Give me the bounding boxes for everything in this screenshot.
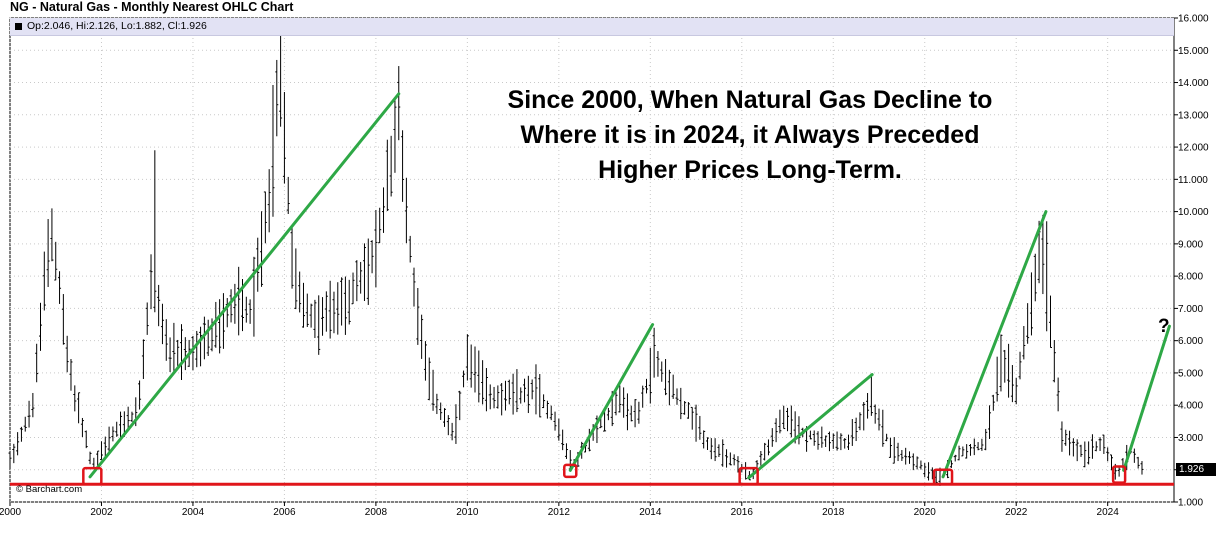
x-tick-label: 2004	[182, 507, 205, 518]
low-marker-box	[563, 463, 578, 479]
y-tick-label: 13.000	[1178, 110, 1209, 121]
y-axis: 1.0002.0003.0004.0005.0006.0007.0008.000…	[1174, 14, 1209, 509]
trend-lines	[88, 92, 1171, 480]
x-tick-label: 2002	[90, 507, 113, 518]
x-tick-label: 2016	[731, 507, 754, 518]
annotation-line-3: Higher Prices Long-Term.	[598, 156, 902, 184]
x-tick-label: 2018	[822, 507, 845, 518]
low-markers	[82, 463, 1127, 486]
y-tick-label: 9.000	[1178, 239, 1203, 250]
y-tick-label: 7.000	[1178, 304, 1203, 315]
y-tick-label: 10.000	[1178, 207, 1209, 218]
trend-line	[747, 373, 874, 480]
x-tick-label: 2020	[914, 507, 937, 518]
trend-line	[1122, 324, 1171, 472]
low-marker-box	[1111, 465, 1127, 484]
x-tick-label: 2008	[365, 507, 388, 518]
ohlc-readout: Op:2.046, Hi:2.126, Lo:1.882, Cl:1.926	[27, 20, 207, 32]
annotation-line-1: Since 2000, When Natural Gas Decline to	[507, 86, 993, 114]
ohlc-readout-bar: Op:2.046, Hi:2.126, Lo:1.882, Cl:1.926	[10, 18, 1174, 36]
y-tick-label: 5.000	[1178, 368, 1203, 379]
y-tick-label: 8.000	[1178, 272, 1203, 283]
trend-line	[568, 323, 655, 472]
trend-line	[941, 210, 1048, 479]
chart-annotation: Since 2000, When Natural Gas Decline to …	[420, 83, 1080, 188]
y-tick-label: 4.000	[1178, 401, 1203, 412]
annotation-line-2: Where it is in 2024, it Always Preceded	[520, 121, 980, 149]
y-tick-label: 11.000	[1178, 175, 1208, 186]
copyright: © Barchart.com	[16, 484, 83, 495]
y-tick-label: 3.000	[1178, 433, 1203, 444]
x-tick-label: 2024	[1097, 507, 1120, 518]
series-swatch	[15, 23, 22, 30]
y-tick-label: 14.000	[1178, 78, 1209, 89]
y-tick-label: 12.000	[1178, 143, 1209, 154]
x-tick-label: 2014	[639, 507, 662, 518]
trend-line	[88, 92, 401, 479]
x-tick-label: 2000	[0, 507, 22, 518]
y-tick-label: 1.000	[1178, 498, 1203, 509]
question-mark: ?	[1158, 316, 1170, 337]
y-tick-label: 16.000	[1178, 14, 1209, 25]
x-tick-label: 2010	[456, 507, 479, 518]
chart-title: NG - Natural Gas - Monthly Nearest OHLC …	[10, 0, 294, 14]
y-tick-label: 15.000	[1178, 46, 1209, 57]
last-price-label: 1.926	[1176, 463, 1216, 476]
x-tick-label: 2012	[548, 507, 571, 518]
y-tick-label: 6.000	[1178, 336, 1203, 347]
x-axis: 2000 2002 2004 2006 2008 2010 2012 2014 2016 2018…	[0, 502, 1119, 518]
x-tick-label: 2006	[273, 507, 296, 518]
x-tick-label: 2022	[1005, 507, 1028, 518]
